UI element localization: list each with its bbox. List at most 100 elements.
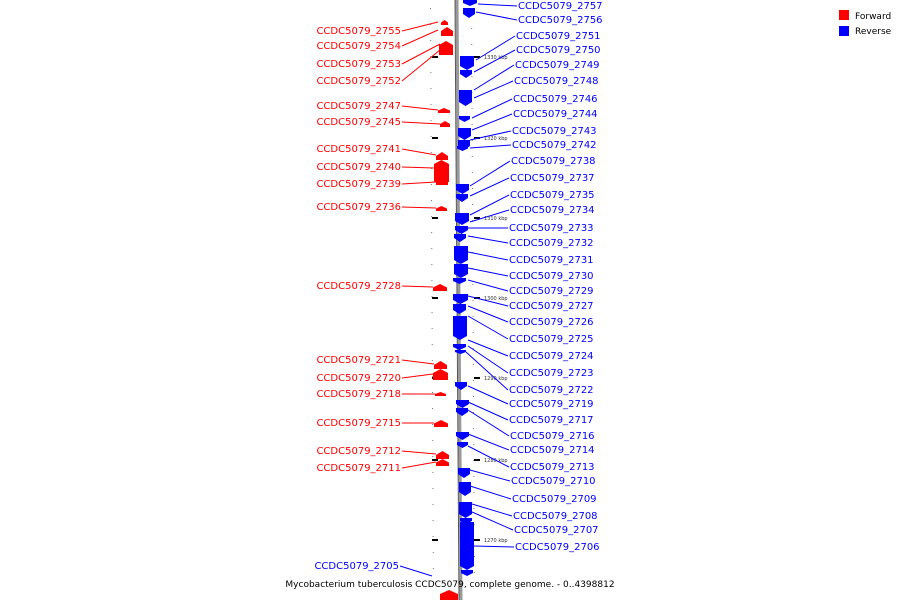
reverse-gene-label[interactable]: CCDC5079_2731 — [467, 251, 594, 266]
reverse-gene-label[interactable]: CCDC5079_2744 — [471, 109, 598, 131]
reverse-gene[interactable] — [453, 278, 466, 284]
reverse-gene-label[interactable]: CCDC5079_2725 — [467, 315, 594, 345]
reverse-gene[interactable] — [460, 522, 474, 570]
reverse-gene-label-text[interactable]: CCDC5079_2726 — [509, 317, 594, 328]
reverse-gene-label[interactable]: CCDC5079_2751 — [475, 31, 601, 61]
reverse-gene-label[interactable]: CCDC5079_2706 — [473, 542, 600, 553]
forward-gene-label[interactable]: CCDC5079_2728 — [316, 281, 434, 292]
reverse-gene-label-text[interactable]: CCDC5079_2735 — [510, 190, 595, 201]
reverse-gene-label-text[interactable]: CCDC5079_2748 — [514, 76, 599, 87]
reverse-gene-label[interactable]: CCDC5079_2733 — [468, 223, 594, 234]
reverse-gene-label[interactable]: CCDC5079_2756 — [475, 11, 603, 26]
reverse-gene-label[interactable]: CCDC5079_2742 — [469, 140, 597, 151]
reverse-gene-label-text[interactable]: CCDC5079_2729 — [509, 286, 594, 297]
forward-gene[interactable] — [440, 590, 458, 600]
reverse-gene[interactable] — [459, 502, 472, 518]
reverse-gene-label[interactable]: CCDC5079_2713 — [467, 445, 595, 473]
reverse-gene-label-text[interactable]: CCDC5079_2734 — [510, 205, 595, 216]
forward-gene-label[interactable]: CCDC5079_2755 — [316, 21, 439, 37]
forward-gene-label-text[interactable]: CCDC5079_2752 — [316, 76, 401, 87]
forward-gene-label-text[interactable]: CCDC5079_2747 — [316, 101, 401, 112]
reverse-gene-label-text[interactable]: CCDC5079_2742 — [512, 140, 597, 151]
reverse-gene-label-text[interactable]: CCDC5079_2714 — [510, 445, 595, 456]
reverse-gene-label-text[interactable]: CCDC5079_2727 — [509, 301, 594, 312]
forward-gene[interactable] — [440, 121, 450, 127]
forward-gene-label-text[interactable]: CCDC5079_2753 — [316, 59, 401, 70]
reverse-gene[interactable] — [455, 382, 467, 390]
reverse-gene[interactable] — [456, 194, 468, 202]
forward-gene-label-text[interactable]: CCDC5079_2715 — [316, 418, 401, 429]
forward-gene-label[interactable]: CCDC5079_2720 — [316, 373, 434, 384]
forward-gene-label-text[interactable]: CCDC5079_2712 — [316, 446, 401, 457]
reverse-gene[interactable] — [453, 316, 467, 340]
reverse-gene-label-text[interactable]: CCDC5079_2730 — [509, 271, 594, 282]
forward-gene[interactable] — [434, 361, 447, 369]
forward-gene-label-text[interactable]: CCDC5079_2711 — [316, 463, 401, 474]
reverse-gene-label-text[interactable]: CCDC5079_2744 — [513, 109, 598, 120]
reverse-gene-label[interactable]: CCDC5079_2723 — [467, 345, 594, 379]
reverse-gene-label[interactable]: CCDC5079_2738 — [469, 156, 596, 187]
reverse-gene-label[interactable]: CCDC5079_2714 — [467, 433, 595, 456]
reverse-gene[interactable] — [463, 0, 477, 6]
reverse-gene-label-text[interactable]: CCDC5079_2706 — [515, 542, 600, 553]
forward-gene-label-text[interactable]: CCDC5079_2745 — [316, 117, 401, 128]
forward-gene-label[interactable]: CCDC5079_2721 — [316, 355, 435, 366]
reverse-gene[interactable] — [455, 213, 469, 225]
forward-gene[interactable] — [433, 284, 447, 291]
forward-gene-label[interactable]: CCDC5079_2747 — [316, 101, 439, 112]
reverse-gene-label-text[interactable]: CCDC5079_2746 — [513, 94, 598, 105]
reverse-gene[interactable] — [458, 128, 471, 140]
forward-gene[interactable] — [434, 160, 449, 182]
reverse-gene[interactable] — [463, 8, 475, 18]
reverse-gene[interactable] — [461, 570, 473, 576]
reverse-gene[interactable] — [456, 184, 469, 194]
forward-gene-label[interactable]: CCDC5079_2718 — [316, 389, 435, 400]
forward-gene-label[interactable]: CCDC5079_2712 — [316, 446, 437, 457]
reverse-gene[interactable] — [459, 116, 470, 122]
forward-gene-label-text[interactable]: CCDC5079_2754 — [316, 41, 401, 52]
reverse-gene-label-text[interactable]: CCDC5079_2731 — [509, 255, 594, 266]
forward-gene-label[interactable]: CCDC5079_2711 — [316, 461, 437, 474]
reverse-gene-label[interactable]: CCDC5079_2734 — [469, 205, 595, 223]
forward-gene-label-text[interactable]: CCDC5079_2728 — [316, 281, 401, 292]
reverse-gene[interactable] — [453, 304, 466, 314]
reverse-gene-label[interactable]: CCDC5079_2726 — [467, 305, 594, 328]
reverse-gene[interactable] — [453, 344, 466, 350]
reverse-gene[interactable] — [458, 468, 470, 478]
forward-gene[interactable] — [434, 420, 448, 427]
reverse-gene-label[interactable]: CCDC5079_2708 — [471, 503, 598, 522]
reverse-gene-label[interactable]: CCDC5079_2709 — [469, 485, 597, 505]
reverse-gene-label-text[interactable]: CCDC5079_2756 — [518, 15, 603, 26]
reverse-gene[interactable] — [456, 432, 469, 440]
reverse-gene-label[interactable]: CCDC5079_2750 — [473, 45, 601, 73]
reverse-gene[interactable] — [454, 264, 468, 278]
forward-gene-label-text[interactable]: CCDC5079_2740 — [316, 162, 401, 173]
reverse-gene[interactable] — [453, 294, 468, 304]
forward-gene-label[interactable]: CCDC5079_2736 — [316, 202, 437, 213]
forward-gene-label-text[interactable]: CCDC5079_2739 — [316, 179, 401, 190]
reverse-gene[interactable] — [456, 408, 468, 416]
reverse-gene-label-text[interactable]: CCDC5079_2717 — [509, 415, 594, 426]
reverse-gene-label-text[interactable]: CCDC5079_2724 — [509, 351, 594, 362]
reverse-gene[interactable] — [455, 226, 468, 234]
reverse-gene-label-text[interactable]: CCDC5079_2716 — [510, 431, 595, 442]
reverse-gene-label[interactable]: CCDC5079_2732 — [467, 235, 594, 249]
forward-gene-label[interactable]: CCDC5079_2754 — [316, 29, 439, 52]
reverse-gene-label-text[interactable]: CCDC5079_2713 — [510, 462, 595, 473]
forward-gene-label[interactable]: CCDC5079_2740 — [316, 162, 435, 173]
forward-gene-label-text[interactable]: CCDC5079_2720 — [316, 373, 401, 384]
reverse-gene-label-text[interactable]: CCDC5079_2708 — [513, 511, 598, 522]
forward-gene[interactable] — [435, 392, 446, 396]
reverse-gene-label[interactable]: CCDC5079_2710 — [469, 469, 596, 487]
reverse-gene-label-text[interactable]: CCDC5079_2710 — [511, 476, 596, 487]
reverse-gene-label-text[interactable]: CCDC5079_2705 — [314, 561, 399, 572]
reverse-gene-label-text[interactable]: CCDC5079_2719 — [509, 399, 594, 410]
reverse-gene[interactable] — [460, 70, 472, 78]
forward-gene-label-text[interactable]: CCDC5079_2718 — [316, 389, 401, 400]
forward-gene-label-text[interactable]: CCDC5079_2736 — [316, 202, 401, 213]
reverse-gene[interactable] — [454, 246, 468, 264]
reverse-gene-label-text[interactable]: CCDC5079_2723 — [509, 368, 594, 379]
reverse-gene-label[interactable]: CCDC5079_2729 — [467, 279, 594, 297]
reverse-gene-label-text[interactable]: CCDC5079_2722 — [509, 385, 594, 396]
reverse-gene-label-text[interactable]: CCDC5079_2750 — [516, 45, 601, 56]
